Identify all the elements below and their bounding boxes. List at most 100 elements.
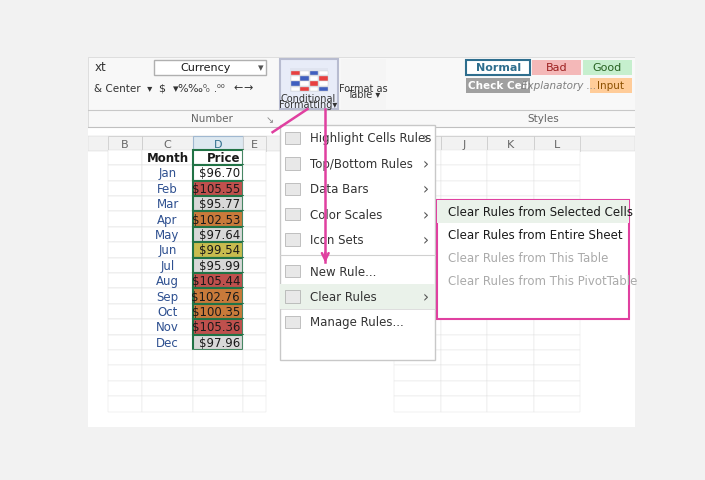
FancyBboxPatch shape <box>243 151 266 166</box>
Text: Table ▾: Table ▾ <box>347 90 380 100</box>
Text: $105.44: $105.44 <box>192 275 240 288</box>
FancyBboxPatch shape <box>285 132 300 145</box>
Text: $96.70: $96.70 <box>199 167 240 180</box>
FancyBboxPatch shape <box>309 87 318 92</box>
Text: %: % <box>177 84 188 93</box>
Text: Highlight Cells Rules: Highlight Cells Rules <box>309 132 431 145</box>
FancyBboxPatch shape <box>394 274 441 289</box>
FancyBboxPatch shape <box>394 304 441 320</box>
Text: $99.54: $99.54 <box>199 244 240 257</box>
Text: Jul: Jul <box>161 259 175 272</box>
FancyBboxPatch shape <box>291 87 300 92</box>
FancyBboxPatch shape <box>589 78 632 94</box>
FancyBboxPatch shape <box>192 366 243 381</box>
Text: ›: › <box>423 182 429 197</box>
FancyBboxPatch shape <box>192 274 243 289</box>
FancyBboxPatch shape <box>107 181 142 197</box>
FancyBboxPatch shape <box>107 350 142 366</box>
Text: Clear Rules from This PivotTable: Clear Rules from This PivotTable <box>448 275 638 288</box>
FancyBboxPatch shape <box>441 243 487 258</box>
FancyBboxPatch shape <box>243 228 266 243</box>
FancyBboxPatch shape <box>309 77 318 82</box>
Text: $105.36: $105.36 <box>192 321 240 334</box>
FancyBboxPatch shape <box>487 396 534 412</box>
FancyBboxPatch shape <box>192 335 243 350</box>
FancyBboxPatch shape <box>341 60 386 110</box>
FancyBboxPatch shape <box>487 137 534 152</box>
FancyBboxPatch shape <box>487 350 534 366</box>
FancyBboxPatch shape <box>142 381 192 396</box>
FancyBboxPatch shape <box>107 166 142 181</box>
Text: $95.99: $95.99 <box>199 259 240 272</box>
Text: Sep: Sep <box>157 290 178 303</box>
FancyBboxPatch shape <box>107 197 142 212</box>
FancyBboxPatch shape <box>487 289 534 304</box>
FancyBboxPatch shape <box>280 60 338 110</box>
FancyBboxPatch shape <box>88 58 634 427</box>
Text: E: E <box>251 139 258 149</box>
Text: $102.76: $102.76 <box>191 290 240 303</box>
FancyBboxPatch shape <box>243 197 266 212</box>
Text: Jan: Jan <box>159 167 177 180</box>
Text: New Rule...: New Rule... <box>309 265 376 278</box>
FancyBboxPatch shape <box>243 258 266 274</box>
FancyBboxPatch shape <box>285 265 300 278</box>
FancyBboxPatch shape <box>192 228 243 243</box>
FancyBboxPatch shape <box>441 166 487 181</box>
FancyBboxPatch shape <box>142 212 192 228</box>
FancyBboxPatch shape <box>534 350 580 366</box>
Text: ›: › <box>423 207 429 222</box>
FancyBboxPatch shape <box>107 335 142 350</box>
Text: Good: Good <box>593 63 622 73</box>
FancyBboxPatch shape <box>441 137 487 152</box>
FancyBboxPatch shape <box>142 320 192 335</box>
FancyBboxPatch shape <box>487 366 534 381</box>
FancyBboxPatch shape <box>107 212 142 228</box>
FancyBboxPatch shape <box>394 258 441 274</box>
Text: Explanatory ...: Explanatory ... <box>521 81 596 91</box>
Text: $105.55: $105.55 <box>192 182 240 195</box>
FancyBboxPatch shape <box>441 274 487 289</box>
FancyBboxPatch shape <box>192 320 243 335</box>
FancyBboxPatch shape <box>300 82 309 87</box>
FancyBboxPatch shape <box>142 228 192 243</box>
FancyBboxPatch shape <box>88 128 634 427</box>
FancyBboxPatch shape <box>534 289 580 304</box>
Text: Clear Rules from This Table: Clear Rules from This Table <box>448 252 609 264</box>
Text: K: K <box>507 139 514 149</box>
FancyBboxPatch shape <box>285 234 300 246</box>
Text: Bad: Bad <box>546 63 567 73</box>
FancyBboxPatch shape <box>142 137 192 152</box>
FancyBboxPatch shape <box>243 320 266 335</box>
FancyBboxPatch shape <box>437 201 629 224</box>
Text: C: C <box>164 139 171 149</box>
Text: Oct: Oct <box>157 305 178 318</box>
FancyBboxPatch shape <box>394 212 441 228</box>
FancyBboxPatch shape <box>285 316 300 328</box>
FancyBboxPatch shape <box>394 320 441 335</box>
FancyBboxPatch shape <box>394 243 441 258</box>
FancyBboxPatch shape <box>192 381 243 396</box>
Text: Top/Bottom Rules: Top/Bottom Rules <box>309 157 412 170</box>
Text: $102.53: $102.53 <box>192 213 240 226</box>
FancyBboxPatch shape <box>534 274 580 289</box>
FancyBboxPatch shape <box>534 151 580 166</box>
FancyBboxPatch shape <box>142 304 192 320</box>
FancyBboxPatch shape <box>319 82 328 87</box>
FancyBboxPatch shape <box>107 258 142 274</box>
Text: J: J <box>462 139 465 149</box>
FancyBboxPatch shape <box>319 72 328 76</box>
FancyBboxPatch shape <box>534 366 580 381</box>
FancyBboxPatch shape <box>319 77 328 82</box>
Text: $100.35: $100.35 <box>192 305 240 318</box>
FancyBboxPatch shape <box>192 350 243 366</box>
FancyBboxPatch shape <box>243 335 266 350</box>
Text: B: B <box>121 139 129 149</box>
Text: ⁰₀: ⁰₀ <box>203 84 211 94</box>
Text: Icon Sets: Icon Sets <box>309 234 363 247</box>
FancyBboxPatch shape <box>487 243 534 258</box>
Text: $  ▾: $ ▾ <box>159 84 179 93</box>
Text: Data Bars: Data Bars <box>309 183 369 196</box>
FancyBboxPatch shape <box>107 274 142 289</box>
FancyBboxPatch shape <box>107 304 142 320</box>
